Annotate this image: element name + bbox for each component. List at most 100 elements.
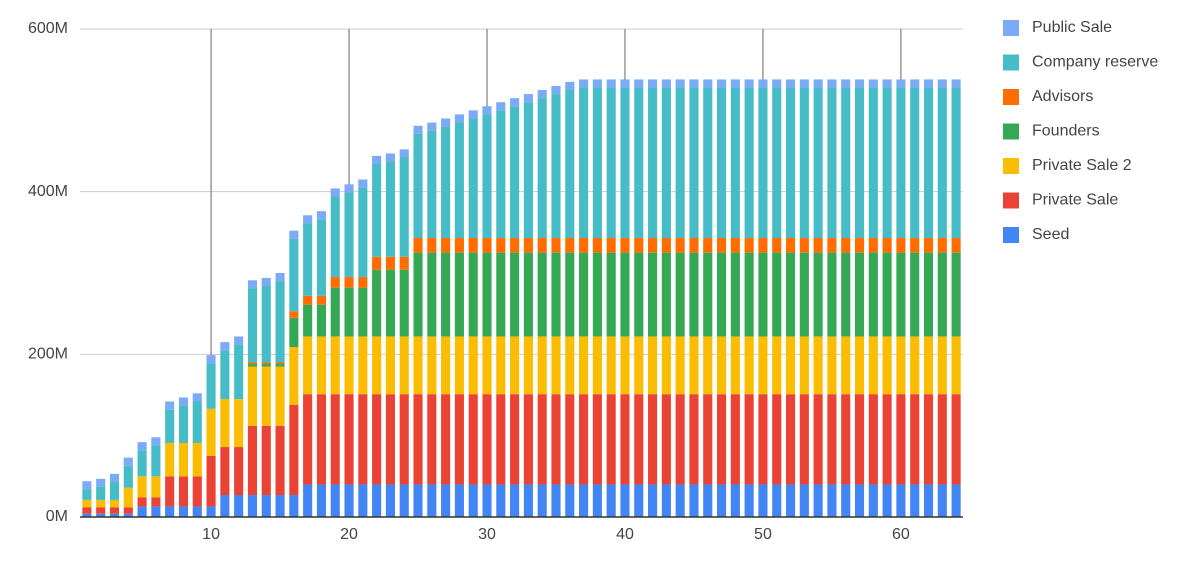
bar-segment [813,79,823,88]
bar-segment [137,497,147,507]
bar-segment [703,394,713,485]
bar-segment [468,238,478,253]
bar-segment [303,215,313,224]
bar-segment [565,484,575,517]
bar-segment [385,256,395,270]
bar-segment [937,252,947,337]
bar-segment [744,484,754,517]
bar-segment [717,252,727,337]
bar-segment [648,238,658,253]
bar-segment [137,450,147,477]
bar-segment [468,118,478,239]
bar-segment [96,478,106,487]
bar-segment [896,336,906,395]
bar-segment [247,364,258,367]
bar-segment [896,87,906,239]
bar-segment [372,484,382,517]
bar-segment [303,336,313,395]
bar-segment [772,238,782,253]
bar-segment [123,507,133,514]
bar-segment [744,87,754,239]
bar-segment [510,106,520,239]
bar-segment [772,394,782,485]
bar-segment [82,481,92,490]
bar-segment [923,252,934,337]
bar-segment [827,484,837,517]
bar-segment [441,126,451,239]
bar-segment [730,252,740,337]
bar-segment [882,252,892,337]
bar-segment [937,238,947,253]
bar-segment [675,79,685,88]
bar-segment [634,87,644,239]
bar-segment [703,238,713,253]
bar-segment [951,336,961,395]
bar-segment [261,286,271,363]
bar-segment [275,495,285,517]
bar-segment [303,484,313,517]
bar-segment [109,507,120,514]
bar-segment [344,277,354,288]
bar-segment [441,336,451,395]
bar-segment [358,336,368,395]
legend-swatch [1003,54,1019,71]
bar-segment [841,87,851,239]
bar-segment [385,161,395,257]
bar-segment [606,336,616,395]
bar-segment [620,238,630,253]
bar-segment [634,238,644,253]
bar-segment [854,394,865,485]
x-tick-label: 50 [754,526,772,543]
bar-segment [234,344,244,400]
bar-segment [606,238,616,253]
bar-segment [785,336,796,395]
bar-segment [703,336,713,395]
bar-segment [316,304,326,337]
bar-segment [854,252,865,337]
legend-swatch [1003,123,1019,140]
bar-segment [758,238,768,253]
bar-segment [648,484,658,517]
bar-segment [427,336,437,395]
bar-segment [772,484,782,517]
bar-segment [510,336,520,395]
bar-segment [316,336,326,395]
legend-swatch [1003,89,1019,105]
legend-label: Public Sale [1032,19,1112,36]
bar-segment [261,277,271,287]
bar-segment [399,256,409,270]
bar-segment [579,336,589,395]
legend-swatch [1003,20,1019,36]
bar-segment [523,94,533,103]
bar-segment [385,394,395,485]
bar-segment [316,219,326,296]
bar-segment [648,87,658,239]
bar-segment [882,79,892,88]
bar-segment [289,238,299,312]
bar-segment [192,393,202,402]
bar-segment [468,336,478,395]
legend-swatch [1003,192,1019,209]
bar-segment [206,456,216,507]
bar-segment [523,102,533,239]
bar-segment [151,497,161,507]
legend-label: Advisors [1032,88,1093,105]
bar-segment [675,238,685,253]
bar-segment [427,130,437,239]
bar-segment [606,87,616,239]
bar-segment [330,188,340,197]
bar-segment [372,394,382,485]
bar-segment [427,484,437,517]
bar-segment [330,287,340,337]
bar-segment [634,252,644,337]
bar-segment [96,507,106,514]
bar-segment [165,401,175,410]
bar-segment [868,79,878,88]
legend-label: Private Sale 2 [1032,157,1132,174]
bar-segment [854,484,865,517]
bar-segment [703,252,713,337]
bar-segment [413,484,423,517]
bar-segment [565,238,575,253]
bar-segment [178,405,189,443]
bar-segment [799,238,809,253]
